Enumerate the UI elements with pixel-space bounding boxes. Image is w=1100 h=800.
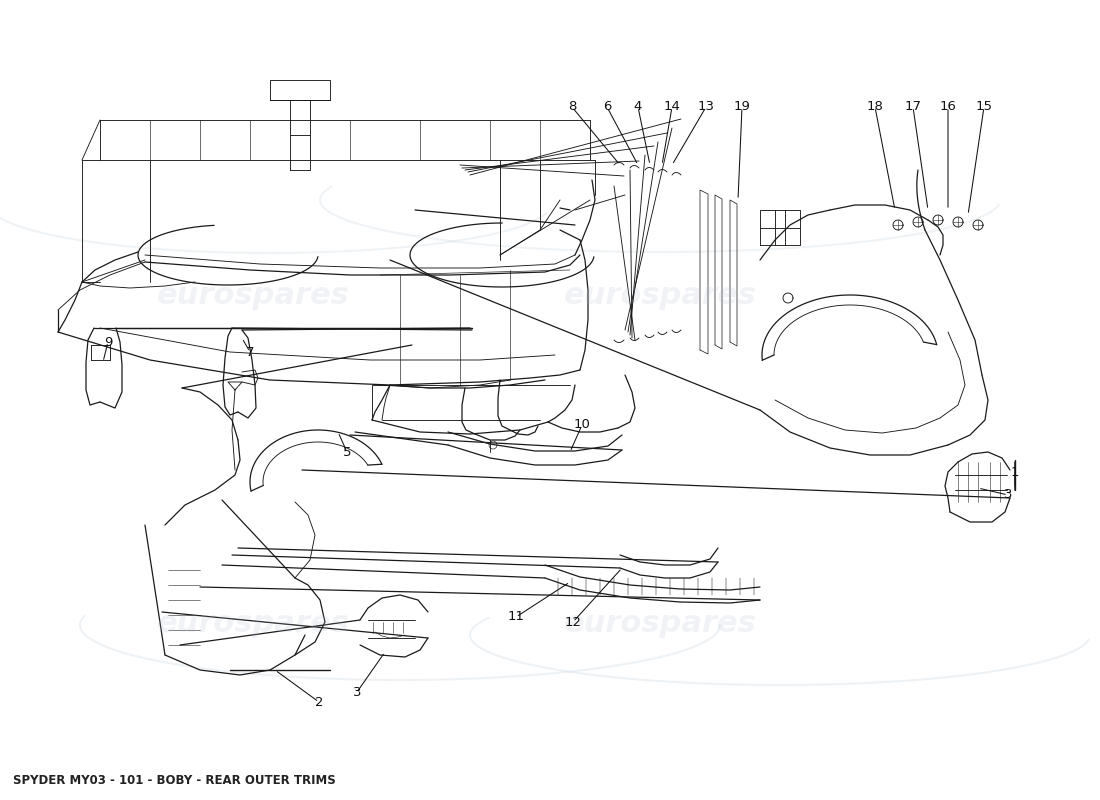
Text: 7: 7 bbox=[245, 346, 254, 358]
Text: 13: 13 bbox=[697, 101, 715, 114]
Text: 4: 4 bbox=[634, 101, 642, 114]
Text: 16: 16 bbox=[939, 101, 956, 114]
Text: 8: 8 bbox=[568, 101, 576, 114]
Text: 11: 11 bbox=[507, 610, 525, 623]
Text: 2: 2 bbox=[315, 695, 323, 709]
Text: 3: 3 bbox=[1003, 489, 1012, 502]
Text: 10: 10 bbox=[573, 418, 591, 431]
Text: 1: 1 bbox=[1011, 466, 1020, 478]
Text: 19: 19 bbox=[734, 101, 750, 114]
Text: 17: 17 bbox=[904, 101, 922, 114]
Text: 15: 15 bbox=[976, 101, 992, 114]
Text: 5: 5 bbox=[343, 446, 351, 458]
Text: 6: 6 bbox=[603, 101, 612, 114]
Text: 18: 18 bbox=[867, 101, 883, 114]
Text: 12: 12 bbox=[564, 615, 582, 629]
Text: 9: 9 bbox=[103, 335, 112, 349]
Text: 14: 14 bbox=[663, 101, 681, 114]
Text: 3: 3 bbox=[353, 686, 361, 698]
Text: eurospares: eurospares bbox=[156, 282, 350, 310]
Text: eurospares: eurospares bbox=[156, 610, 350, 638]
Text: eurospares: eurospares bbox=[563, 282, 757, 310]
Text: eurospares: eurospares bbox=[563, 610, 757, 638]
Text: SPYDER MY03 - 101 - BOBY - REAR OUTER TRIMS: SPYDER MY03 - 101 - BOBY - REAR OUTER TR… bbox=[13, 774, 335, 787]
